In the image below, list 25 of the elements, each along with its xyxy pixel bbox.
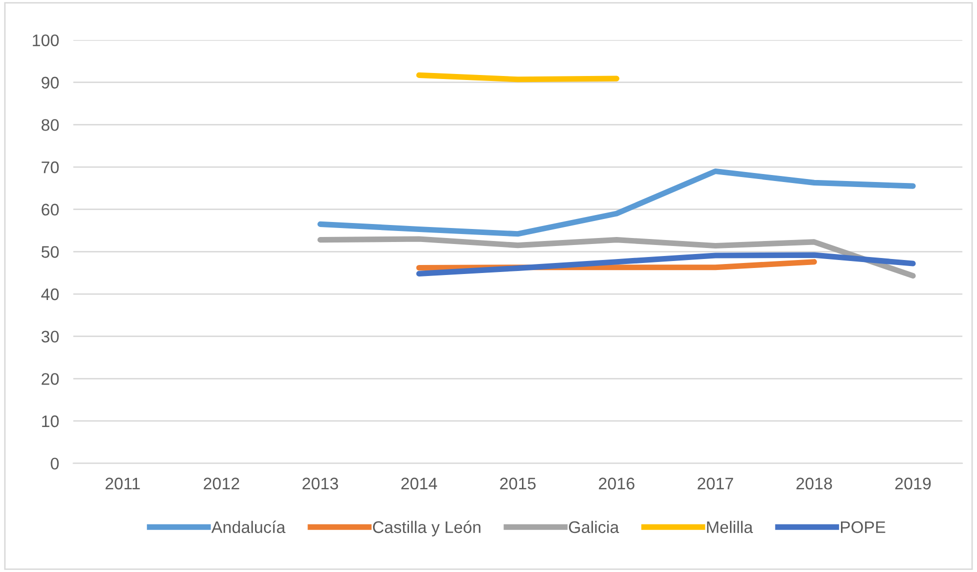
x-tick-label: 2014 bbox=[401, 478, 438, 490]
x-tick-label: 2019 bbox=[895, 478, 931, 490]
legend-label: Andalucía bbox=[211, 520, 286, 534]
x-tick-label: 2016 bbox=[598, 478, 634, 490]
x-tick-label: 2011 bbox=[106, 478, 140, 490]
legend-label: Melilla bbox=[707, 520, 753, 534]
x-tick-label: 2015 bbox=[500, 478, 536, 490]
y-tick-label: 40 bbox=[41, 288, 59, 300]
legend-label: Galicia bbox=[568, 520, 620, 534]
x-tick-label: 2012 bbox=[204, 478, 240, 490]
x-tick-label: 2017 bbox=[698, 478, 734, 490]
y-tick-label: 80 bbox=[42, 119, 59, 131]
y-tick-label: 50 bbox=[42, 246, 59, 258]
y-tick-label: 100 bbox=[32, 34, 59, 46]
x-tick-label: 2013 bbox=[302, 478, 338, 490]
y-tick-label: 10 bbox=[42, 415, 59, 428]
y-tick-label: 70 bbox=[42, 161, 59, 174]
legend-label: Castilla y León bbox=[372, 520, 480, 536]
y-tick-label: 30 bbox=[41, 330, 59, 343]
y-tick-label: 60 bbox=[42, 204, 59, 216]
legend-label: POPE bbox=[840, 521, 886, 534]
y-tick-label: 20 bbox=[42, 373, 59, 385]
y-tick-label: 0 bbox=[50, 458, 59, 470]
x-tick-label: 2018 bbox=[796, 478, 832, 490]
y-tick-label: 90 bbox=[42, 76, 59, 89]
